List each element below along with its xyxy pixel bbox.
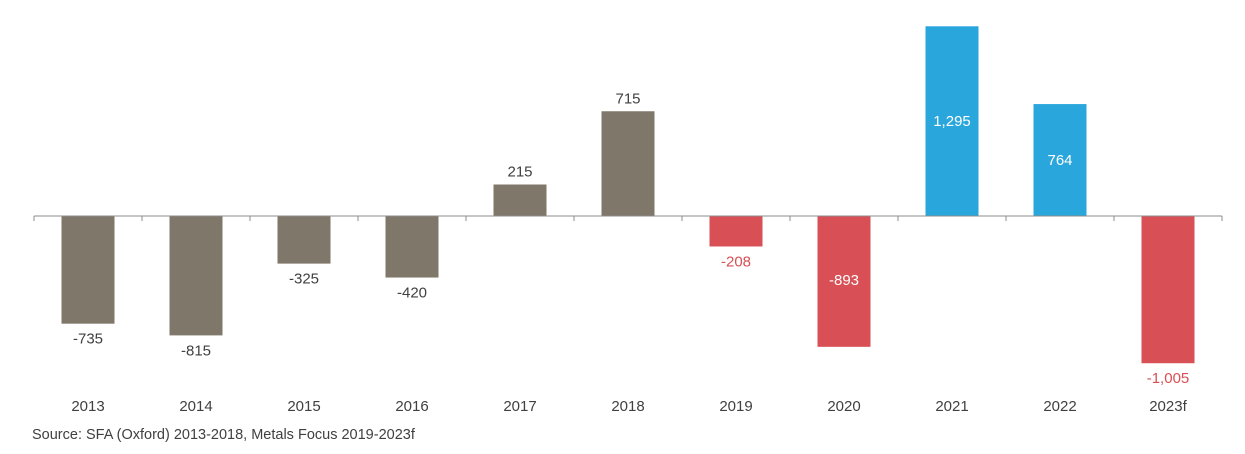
- category-label-2021: 2021: [935, 398, 968, 415]
- value-label-2023f: -1,005: [1147, 370, 1190, 387]
- value-label-2014: -815: [181, 342, 211, 359]
- bar-2019: [709, 216, 763, 247]
- category-label-2016: 2016: [395, 398, 428, 415]
- bars-group: [61, 26, 1195, 364]
- bar-2015: [277, 216, 331, 264]
- bar-2023f: [1141, 216, 1195, 364]
- bar-2016: [385, 216, 439, 278]
- value-label-2021: 1,295: [933, 113, 971, 130]
- category-label-2018: 2018: [611, 398, 644, 415]
- bar-2013: [61, 216, 115, 324]
- value-label-2018: 715: [615, 90, 640, 107]
- bar-2014: [169, 216, 223, 336]
- value-label-2019: -208: [721, 253, 751, 270]
- category-label-2022: 2022: [1043, 398, 1076, 415]
- value-label-2022: 764: [1047, 152, 1072, 169]
- category-label-2014: 2014: [179, 398, 212, 415]
- category-label-2017: 2017: [503, 398, 536, 415]
- value-label-2013: -735: [73, 331, 103, 348]
- category-label-2019: 2019: [719, 398, 752, 415]
- bar-2020: [817, 216, 871, 347]
- bar-2021: [925, 26, 979, 216]
- bar-2017: [493, 184, 547, 216]
- value-label-2017: 215: [507, 164, 532, 181]
- source-note: Source: SFA (Oxford) 2013-2018, Metals F…: [32, 427, 415, 443]
- category-label-2020: 2020: [827, 398, 860, 415]
- bar-2018: [601, 111, 655, 216]
- category-label-2023f: 2023f: [1149, 398, 1187, 415]
- category-label-2015: 2015: [287, 398, 320, 415]
- bar-chart: -735 -815 -325 -420 215 715 -208 -893 1,295 764 -1…: [33, 26, 1223, 415]
- category-labels-group: 2013 2014 2015 2016 2017 2018 2019 2020 2021 2022…: [71, 398, 1187, 415]
- bar-2022: [1033, 104, 1087, 216]
- value-labels-group: -735 -815 -325 -420 215 715 -208 -893 1,295 764 -1…: [73, 90, 1189, 387]
- value-label-2020: -893: [829, 272, 859, 289]
- value-label-2015: -325: [289, 271, 319, 288]
- value-label-2016: -420: [397, 285, 427, 302]
- category-label-2013: 2013: [71, 398, 104, 415]
- axis-ticks-group: [33, 216, 1223, 221]
